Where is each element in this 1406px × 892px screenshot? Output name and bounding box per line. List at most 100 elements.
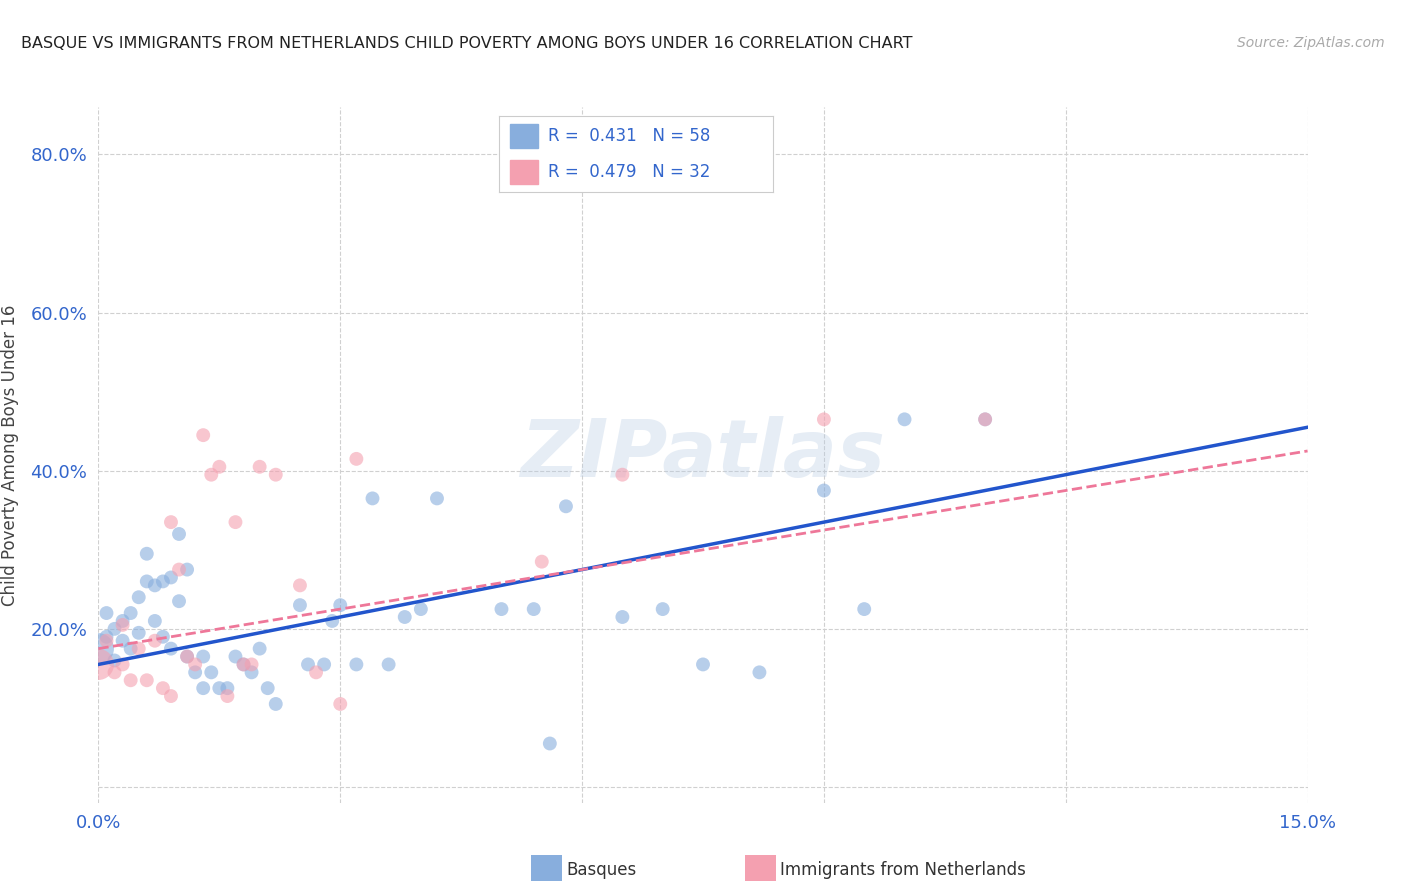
Point bbox=[813, 412, 835, 426]
Point bbox=[111, 633, 134, 648]
Text: Source: ZipAtlas.com: Source: ZipAtlas.com bbox=[1237, 36, 1385, 50]
Text: R =  0.431   N = 58: R = 0.431 N = 58 bbox=[548, 127, 711, 145]
Point bbox=[167, 563, 190, 577]
Point bbox=[409, 602, 432, 616]
Point bbox=[264, 697, 287, 711]
Point bbox=[264, 467, 287, 482]
Point bbox=[538, 737, 561, 751]
Point bbox=[111, 618, 134, 632]
Point bbox=[135, 574, 157, 589]
Point bbox=[103, 622, 125, 636]
Point bbox=[232, 657, 254, 672]
Point bbox=[321, 614, 343, 628]
Point bbox=[555, 500, 578, 514]
Point bbox=[249, 459, 271, 474]
Point bbox=[152, 630, 174, 644]
Point bbox=[120, 641, 142, 656]
Point bbox=[176, 649, 198, 664]
Text: R =  0.479   N = 32: R = 0.479 N = 32 bbox=[548, 163, 711, 181]
Point bbox=[176, 649, 198, 664]
Point bbox=[893, 412, 915, 426]
Point bbox=[217, 689, 239, 703]
Point bbox=[193, 681, 215, 695]
Point bbox=[135, 547, 157, 561]
Point bbox=[111, 657, 134, 672]
Bar bbox=[510, 124, 537, 148]
Point bbox=[200, 665, 222, 680]
Point bbox=[160, 570, 183, 584]
Point bbox=[748, 665, 770, 680]
Point bbox=[651, 602, 673, 616]
Point bbox=[249, 641, 271, 656]
Point bbox=[224, 515, 246, 529]
Point bbox=[167, 527, 190, 541]
Point bbox=[297, 657, 319, 672]
Point bbox=[288, 578, 311, 592]
Point bbox=[377, 657, 399, 672]
Point bbox=[256, 681, 278, 695]
Point bbox=[135, 673, 157, 688]
Text: BASQUE VS IMMIGRANTS FROM NETHERLANDS CHILD POVERTY AMONG BOYS UNDER 16 CORRELAT: BASQUE VS IMMIGRANTS FROM NETHERLANDS CH… bbox=[21, 36, 912, 51]
Point bbox=[530, 555, 553, 569]
Point bbox=[491, 602, 513, 616]
Point bbox=[152, 681, 174, 695]
Point bbox=[87, 657, 110, 672]
Point bbox=[974, 412, 997, 426]
Point bbox=[200, 467, 222, 482]
Point bbox=[128, 641, 150, 656]
Point bbox=[426, 491, 449, 506]
Point bbox=[128, 591, 150, 605]
Point bbox=[193, 649, 215, 664]
Point bbox=[152, 574, 174, 589]
Bar bbox=[510, 160, 537, 185]
Point bbox=[361, 491, 384, 506]
Point bbox=[208, 459, 231, 474]
Text: Immigrants from Netherlands: Immigrants from Netherlands bbox=[780, 861, 1026, 879]
Point bbox=[232, 657, 254, 672]
Point bbox=[128, 625, 150, 640]
Point bbox=[240, 665, 263, 680]
Point bbox=[103, 665, 125, 680]
Point bbox=[974, 412, 997, 426]
Text: Basques: Basques bbox=[567, 861, 637, 879]
Point bbox=[184, 657, 207, 672]
Point bbox=[87, 641, 110, 656]
Point bbox=[314, 657, 336, 672]
Point bbox=[612, 610, 634, 624]
Point bbox=[288, 598, 311, 612]
Point bbox=[160, 515, 183, 529]
Text: ZIPatlas: ZIPatlas bbox=[520, 416, 886, 494]
Point bbox=[217, 681, 239, 695]
Point bbox=[305, 665, 328, 680]
Point bbox=[523, 602, 546, 616]
Point bbox=[143, 633, 166, 648]
Point bbox=[143, 614, 166, 628]
Point bbox=[394, 610, 416, 624]
Point bbox=[167, 594, 190, 608]
Point bbox=[160, 689, 183, 703]
Point bbox=[120, 606, 142, 620]
Point bbox=[692, 657, 714, 672]
Point bbox=[240, 657, 263, 672]
Point bbox=[176, 563, 198, 577]
Point bbox=[96, 633, 118, 648]
Point bbox=[813, 483, 835, 498]
Point bbox=[344, 451, 367, 466]
Point bbox=[329, 697, 352, 711]
Point bbox=[329, 598, 352, 612]
Y-axis label: Child Poverty Among Boys Under 16: Child Poverty Among Boys Under 16 bbox=[1, 304, 20, 606]
Point bbox=[160, 641, 183, 656]
Point bbox=[96, 630, 118, 644]
Point bbox=[193, 428, 215, 442]
Point bbox=[143, 578, 166, 592]
Point bbox=[208, 681, 231, 695]
Point bbox=[184, 665, 207, 680]
Point bbox=[96, 606, 118, 620]
Point bbox=[344, 657, 367, 672]
Point bbox=[224, 649, 246, 664]
Point bbox=[111, 614, 134, 628]
Point bbox=[120, 673, 142, 688]
Point bbox=[103, 653, 125, 667]
Point bbox=[612, 467, 634, 482]
Point bbox=[853, 602, 876, 616]
